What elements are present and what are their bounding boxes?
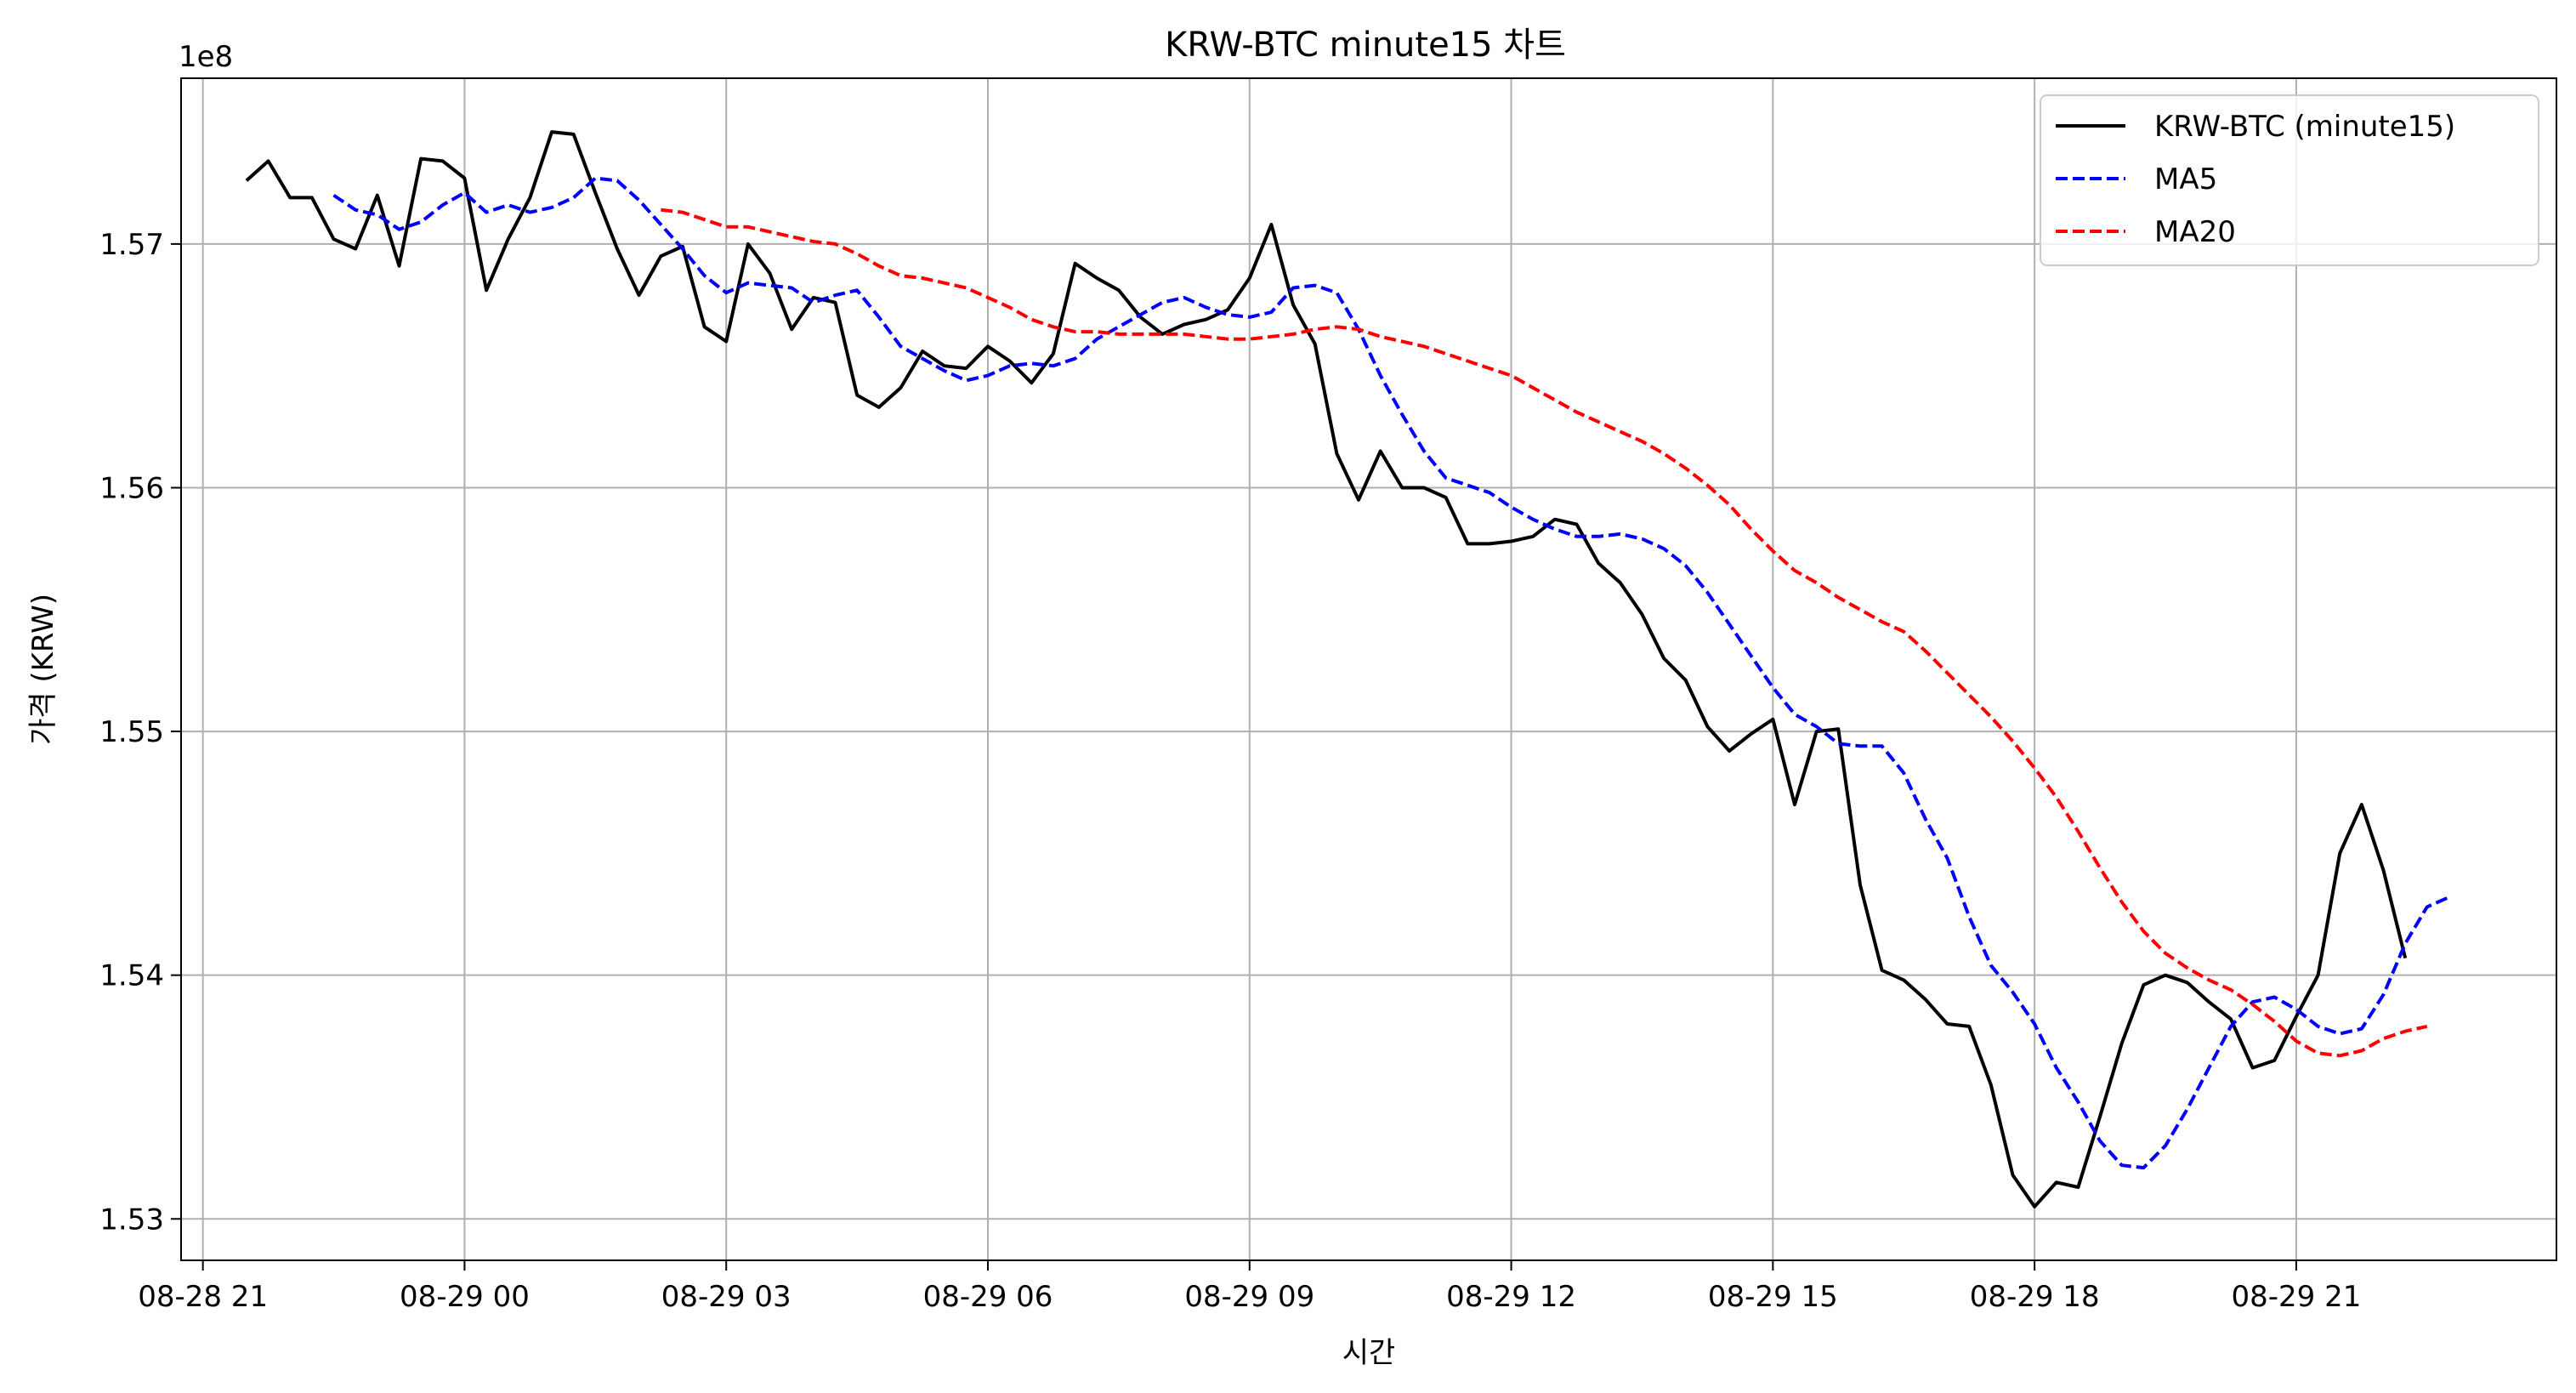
series-lines [245,130,2450,1208]
series-line-price [245,130,2408,1208]
x-tick-label: 08-29 15 [1708,1280,1838,1314]
x-axis: 08-28 21 08-29 00 08-29 03 08-29 06 08-29 09… [138,1260,2361,1314]
x-tick-label: 08-29 09 [1184,1280,1314,1314]
y-axis: 1.53 1.54 1.55 1.56 1.57 [99,228,181,1237]
legend-label-ma20: MA20 [2154,215,2236,249]
x-tick-label: 08-29 06 [923,1280,1053,1314]
y-offset-label: 1e8 [179,40,233,74]
x-tick-label: 08-29 03 [661,1280,792,1314]
y-tick-label: 1.53 [99,1203,164,1237]
legend-label-ma5: MA5 [2154,162,2217,196]
x-tick-label: 08-29 12 [1446,1280,1576,1314]
y-tick-label: 1.56 [99,471,164,505]
y-tick-label: 1.55 [99,715,164,749]
legend-label-price: KRW-BTC (minute15) [2154,110,2455,144]
x-tick-label: 08-28 21 [138,1280,268,1314]
grid [181,78,2556,1260]
y-tick-label: 1.54 [99,959,164,993]
x-tick-label: 08-29 18 [1970,1280,2100,1314]
legend-box [2040,94,2539,266]
y-tick-label: 1.57 [99,228,164,262]
chart-title: KRW-BTC minute15 차트 [1165,26,1566,65]
x-tick-label: 08-29 00 [400,1280,530,1314]
series-line-ma20 [661,208,2428,1058]
plot-area-frame [180,77,2557,1261]
x-axis-title: 시간 [1342,1336,1396,1370]
x-tick-label: 08-29 21 [2231,1280,2361,1314]
legend: KRW-BTC (minute15) MA5 MA20 [2040,94,2539,266]
y-axis-title: 가격 (KRW) [26,594,60,745]
